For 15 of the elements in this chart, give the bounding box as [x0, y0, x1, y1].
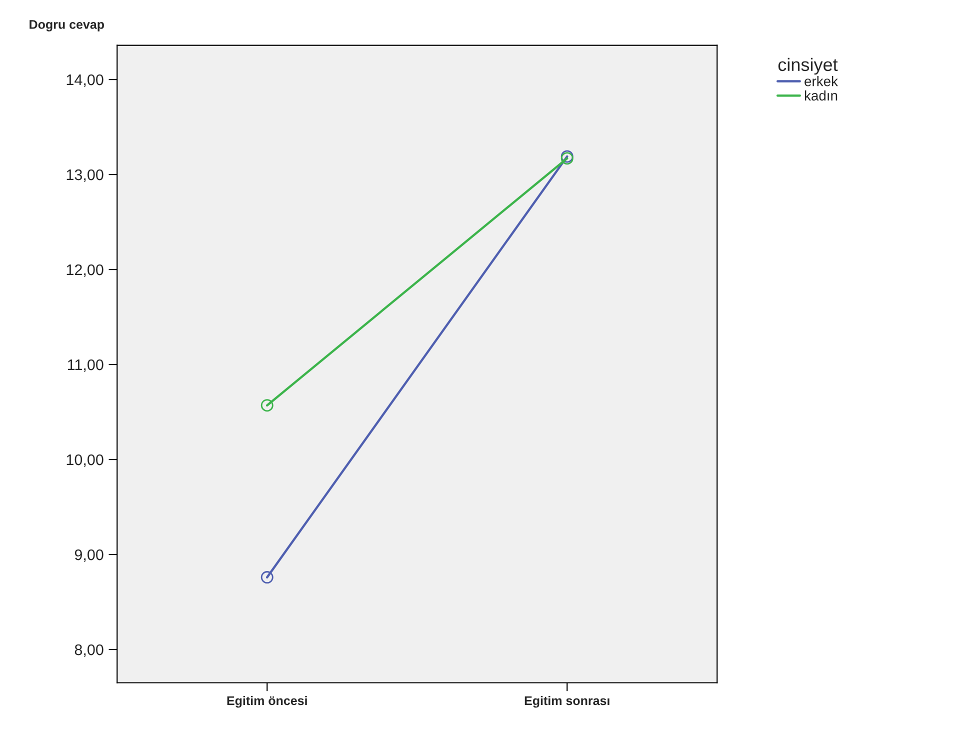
y-axis-title: Dogru cevap [30, 20, 104, 32]
x-tick-label: Egitim öncesi [227, 696, 307, 708]
y-tick-label: 13,00 [66, 169, 104, 182]
y-tick-label: 9,00 [74, 549, 104, 562]
y-tick-label: 14,00 [66, 74, 104, 88]
y-tick-label: 11,00 [68, 359, 104, 372]
y-tick-label: 12,00 [66, 264, 104, 278]
x-tick-label: Egitim sonrası [524, 696, 610, 708]
point [260, 571, 274, 584]
y-tick-label: 10,00 [66, 454, 104, 467]
legend-label: erkek [804, 76, 838, 86]
y-tick-label: 8,00 [74, 644, 104, 657]
point [260, 399, 274, 412]
legend-title: cinsiyet [778, 58, 838, 75]
legend-label: kadın [804, 90, 838, 101]
